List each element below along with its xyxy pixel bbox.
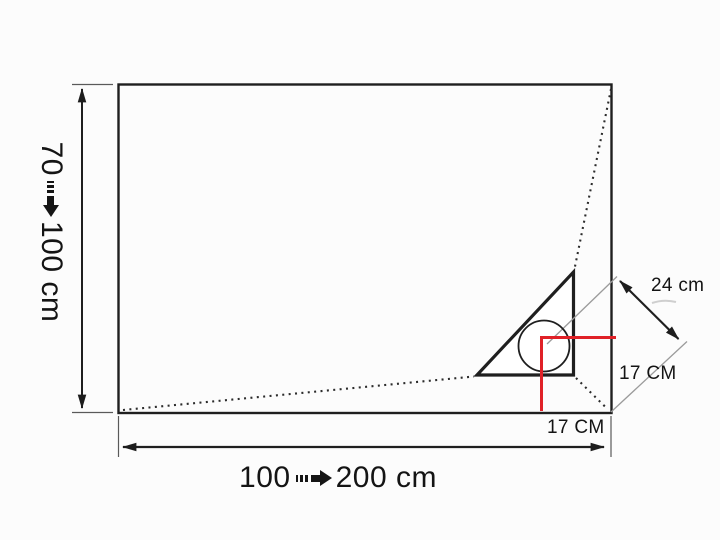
dashed-arrow-icon [295, 470, 332, 486]
extension-ticks [72, 83, 612, 457]
diagonal-extension-lines [546, 276, 688, 413]
tray-outline [117, 83, 613, 415]
fold-lines [122, 88, 613, 412]
drain-diagonal-offset-label: 24 cm [651, 275, 705, 296]
drain-bottom-offset-label: 17 CM [547, 417, 605, 438]
extension-line-diagonal-upper [546, 276, 618, 345]
drain-circle [517, 319, 571, 373]
height-to-value: 100 cm [35, 220, 68, 323]
fold-line-bottom [122, 375, 475, 412]
fold-line-corner [575, 377, 609, 410]
artifact-mark [651, 299, 677, 304]
width-from-value: 100 [239, 461, 291, 494]
width-to-value: 200 cm [335, 461, 437, 494]
diagonal-dimension-arrow [619, 280, 680, 340]
extension-line-diagonal-lower [610, 341, 688, 413]
fold-line-top-right [573, 88, 613, 270]
width-dimension-label: 100 200 cm [168, 461, 508, 495]
corner-triangle [473, 267, 576, 377]
drain-side-offset-label: 17 CM [619, 363, 677, 384]
height-dimension-label: 70 100 cm [34, 130, 68, 334]
drain-crosshair [540, 336, 616, 411]
dashed-arrow-icon [43, 180, 59, 217]
height-from-value: 70 [35, 141, 68, 176]
